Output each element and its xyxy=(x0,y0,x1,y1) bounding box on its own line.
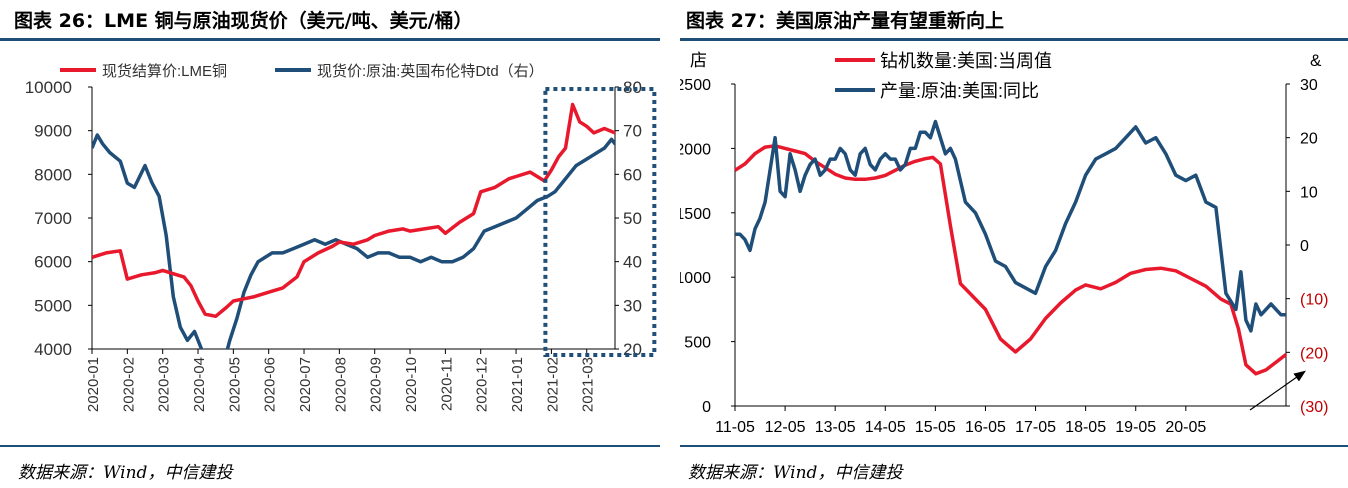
right-chart-panel: 图表 27：美国原油产量有望重新向上 店 & 钻机数量:美国:当周值 产量:原油:美国… xyxy=(680,0,1348,488)
right-title-rule xyxy=(680,38,1348,41)
right-y-tick-label: 10 xyxy=(1300,184,1318,201)
left-y-tick-label: 5000 xyxy=(34,296,72,315)
right-y-tick-label: 0 xyxy=(1300,238,1309,255)
right-chart-title: 图表 27：美国原油产量有望重新向上 xyxy=(686,10,1005,32)
left-y-tick-label: 0 xyxy=(702,399,711,416)
series-line-production xyxy=(735,119,1286,333)
right-source-rule xyxy=(680,445,1348,447)
left-y-tick-label: 500 xyxy=(684,335,711,352)
right-y-tick-label: 30 xyxy=(623,296,642,315)
right-y-tick-label: 40 xyxy=(623,253,642,272)
right-y-tick-label: (30) xyxy=(1300,399,1328,416)
right-y-tick-label: (20) xyxy=(1300,345,1328,362)
x-tick-label: 2020-01 xyxy=(85,357,102,412)
right-y-tick-label: 80 xyxy=(623,78,642,97)
left-y-tick-label: 2500 xyxy=(680,77,711,94)
x-tick-label: 2020-07 xyxy=(297,357,314,412)
left-chart-panel: 图表 26：LME 铜与原油现货价（美元/吨、美元/桶） 现货结算价:LME铜现… xyxy=(0,0,660,488)
highlight-box xyxy=(543,87,657,357)
left-y-tick-label: 6000 xyxy=(34,253,72,272)
x-tick-label: 15-05 xyxy=(915,419,956,436)
x-tick-label: 18-05 xyxy=(1065,419,1106,436)
legend-label-rigs: 钻机数量:美国:当周值 xyxy=(880,51,1052,71)
x-tick-label: 13-05 xyxy=(815,419,856,436)
left-axis-unit: 店 xyxy=(690,51,707,70)
left-chart-title: 图表 26：LME 铜与原油现货价（美元/吨、美元/桶） xyxy=(14,10,473,32)
x-tick-label: 11-05 xyxy=(715,419,755,436)
x-tick-label: 17-05 xyxy=(1015,419,1056,436)
legend-label-production: 产量:原油:美国:同比 xyxy=(880,81,1039,101)
right-y-tick-label: 70 xyxy=(623,122,642,141)
right-y-tick-label: 30 xyxy=(1300,77,1318,94)
x-tick-label: 2020-03 xyxy=(156,357,173,412)
x-tick-label: 2021-01 xyxy=(509,357,526,412)
x-tick-label: 14-05 xyxy=(865,419,906,436)
series-line-brent xyxy=(92,133,615,349)
left-title-rule xyxy=(0,38,660,41)
x-tick-label: 16-05 xyxy=(965,419,1006,436)
left-y-tick-label: 10000 xyxy=(25,78,72,97)
left-y-tick-label: 1000 xyxy=(680,270,711,287)
right-y-tick-label: 50 xyxy=(623,209,642,228)
series-line-rigs xyxy=(734,144,1288,376)
left-y-tick-label: 7000 xyxy=(34,209,72,228)
left-y-tick-label: 4000 xyxy=(34,340,72,359)
x-tick-label: 2021-02 xyxy=(544,357,561,412)
right-y-tick-label: 60 xyxy=(623,165,642,184)
x-tick-label: 19-05 xyxy=(1115,419,1156,436)
x-tick-label: 2021-03 xyxy=(580,357,597,412)
left-y-tick-label: 9000 xyxy=(34,122,72,141)
x-tick-label: 2020-06 xyxy=(262,357,279,412)
right-y-tick-label: 20 xyxy=(1300,131,1318,148)
series-line-copper xyxy=(92,102,615,319)
trend-arrow xyxy=(1249,370,1306,411)
x-tick-label: 2020-09 xyxy=(368,357,385,412)
x-tick-label: 2020-10 xyxy=(403,357,420,412)
x-tick-label: 20-05 xyxy=(1165,419,1206,436)
x-tick-label: 2020-05 xyxy=(226,357,243,412)
left-y-tick-label: 1500 xyxy=(680,206,711,223)
x-tick-label: 2020-12 xyxy=(474,357,491,412)
left-chart-canvas: 现货结算价:LME铜 现货价:原油:英国布伦特Dtd（右） 4000 5000 6000… xyxy=(25,62,657,412)
legend-label-copper: 现货结算价:LME铜 xyxy=(102,62,227,80)
left-y-tick-label: 8000 xyxy=(34,165,72,184)
right-source-note: 数据来源：Wind，中信建投 xyxy=(688,463,903,483)
left-y-tick-label: 2000 xyxy=(680,141,711,158)
right-y-tick-label: (10) xyxy=(1300,292,1328,309)
right-axis-unit: & xyxy=(1310,51,1322,70)
x-tick-label: 2020-02 xyxy=(120,357,137,412)
x-tick-label: 2020-11 xyxy=(438,357,455,411)
x-tick-label: 2020-04 xyxy=(191,357,208,412)
left-source-rule xyxy=(0,445,660,447)
x-tick-label: 2020-08 xyxy=(332,357,349,412)
x-tick-label: 12-05 xyxy=(765,419,806,436)
left-source-note: 数据来源：Wind，中信建投 xyxy=(18,463,233,483)
legend-label-brent: 现货价:原油:英国布伦特Dtd（右） xyxy=(317,62,544,80)
